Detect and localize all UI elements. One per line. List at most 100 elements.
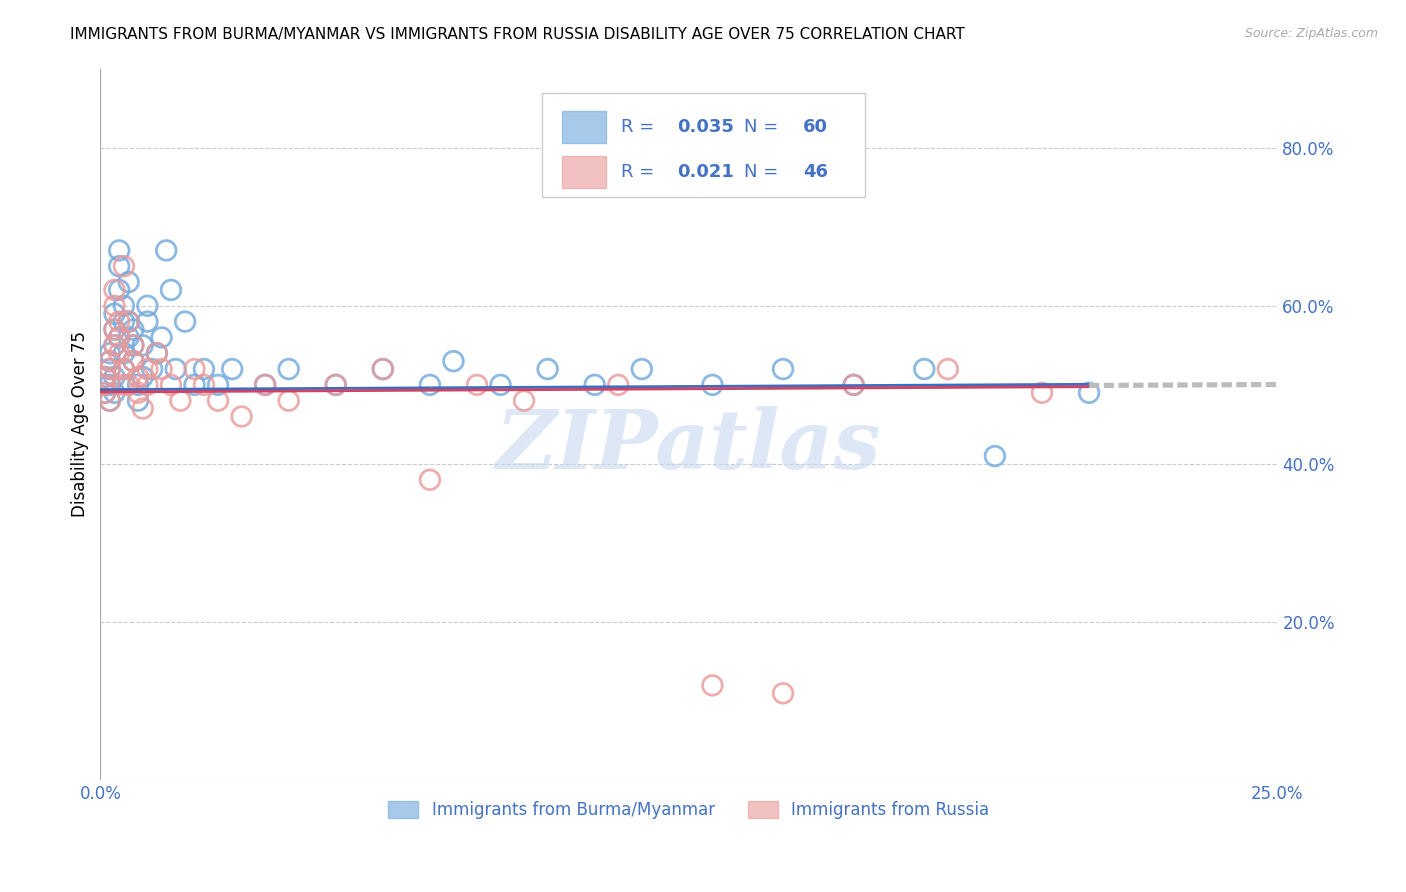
Point bbox=[127, 370, 149, 384]
Point bbox=[513, 393, 536, 408]
Point bbox=[98, 362, 121, 376]
Point bbox=[160, 377, 183, 392]
Text: R =: R = bbox=[620, 162, 659, 181]
Point bbox=[1078, 385, 1101, 400]
Point bbox=[94, 377, 117, 392]
Point bbox=[183, 377, 205, 392]
Point bbox=[536, 362, 558, 376]
Text: 46: 46 bbox=[803, 162, 828, 181]
Point bbox=[127, 385, 149, 400]
Point bbox=[702, 377, 724, 392]
Text: IMMIGRANTS FROM BURMA/MYANMAR VS IMMIGRANTS FROM RUSSIA DISABILITY AGE OVER 75 C: IMMIGRANTS FROM BURMA/MYANMAR VS IMMIGRA… bbox=[70, 27, 965, 42]
Point bbox=[936, 362, 959, 376]
Point bbox=[146, 346, 169, 360]
Text: 0.021: 0.021 bbox=[678, 162, 734, 181]
Point bbox=[325, 377, 347, 392]
Point bbox=[112, 299, 135, 313]
Point bbox=[325, 377, 347, 392]
Point bbox=[702, 678, 724, 692]
Point bbox=[150, 362, 173, 376]
Text: 60: 60 bbox=[803, 118, 828, 136]
Point bbox=[103, 338, 125, 352]
Point bbox=[117, 315, 139, 329]
Point bbox=[112, 362, 135, 376]
Point bbox=[94, 385, 117, 400]
Point bbox=[277, 393, 299, 408]
Point bbox=[231, 409, 253, 424]
Point bbox=[98, 354, 121, 368]
Point bbox=[103, 307, 125, 321]
Point bbox=[122, 338, 145, 352]
Point bbox=[108, 259, 131, 273]
Point bbox=[207, 377, 229, 392]
Point bbox=[108, 283, 131, 297]
Point bbox=[221, 362, 243, 376]
Point bbox=[103, 385, 125, 400]
Point bbox=[155, 244, 177, 258]
Point bbox=[141, 362, 163, 376]
Point bbox=[150, 330, 173, 344]
Point bbox=[136, 362, 159, 376]
Point bbox=[98, 346, 121, 360]
Point bbox=[371, 362, 394, 376]
Point bbox=[112, 377, 135, 392]
Point bbox=[772, 686, 794, 700]
Text: N =: N = bbox=[744, 162, 785, 181]
Point bbox=[122, 322, 145, 336]
Point bbox=[193, 362, 215, 376]
Point bbox=[103, 283, 125, 297]
Point bbox=[912, 362, 935, 376]
Point bbox=[583, 377, 606, 392]
Point bbox=[419, 377, 441, 392]
Bar bbox=[562, 111, 606, 143]
Point bbox=[98, 354, 121, 368]
Point bbox=[132, 370, 155, 384]
Point bbox=[112, 346, 135, 360]
Point bbox=[103, 299, 125, 313]
Point bbox=[122, 338, 145, 352]
Bar bbox=[562, 156, 606, 187]
Point bbox=[193, 377, 215, 392]
Point bbox=[136, 377, 159, 392]
Point bbox=[132, 401, 155, 416]
Point bbox=[112, 362, 135, 376]
Point bbox=[984, 449, 1007, 463]
Point bbox=[117, 275, 139, 289]
Point bbox=[169, 393, 191, 408]
Legend: Immigrants from Burma/Myanmar, Immigrants from Russia: Immigrants from Burma/Myanmar, Immigrant… bbox=[381, 794, 997, 825]
Point bbox=[183, 362, 205, 376]
Point bbox=[254, 377, 277, 392]
Point bbox=[443, 354, 465, 368]
Point bbox=[842, 377, 865, 392]
Point bbox=[630, 362, 652, 376]
Y-axis label: Disability Age Over 75: Disability Age Over 75 bbox=[72, 332, 89, 517]
Text: Source: ZipAtlas.com: Source: ZipAtlas.com bbox=[1244, 27, 1378, 40]
Point bbox=[146, 346, 169, 360]
FancyBboxPatch shape bbox=[541, 94, 866, 196]
Point bbox=[103, 322, 125, 336]
Point bbox=[122, 354, 145, 368]
Point bbox=[277, 362, 299, 376]
Point bbox=[108, 315, 131, 329]
Point bbox=[127, 377, 149, 392]
Point bbox=[94, 385, 117, 400]
Point bbox=[127, 393, 149, 408]
Point bbox=[371, 362, 394, 376]
Point bbox=[94, 377, 117, 392]
Point bbox=[772, 362, 794, 376]
Point bbox=[207, 393, 229, 408]
Point bbox=[117, 330, 139, 344]
Point bbox=[465, 377, 488, 392]
Point bbox=[108, 330, 131, 344]
Point bbox=[136, 299, 159, 313]
Point bbox=[165, 362, 187, 376]
Point bbox=[112, 259, 135, 273]
Point bbox=[842, 377, 865, 392]
Point bbox=[122, 354, 145, 368]
Point bbox=[117, 377, 139, 392]
Point bbox=[489, 377, 512, 392]
Point bbox=[108, 244, 131, 258]
Point bbox=[103, 370, 125, 384]
Point bbox=[98, 393, 121, 408]
Point bbox=[103, 338, 125, 352]
